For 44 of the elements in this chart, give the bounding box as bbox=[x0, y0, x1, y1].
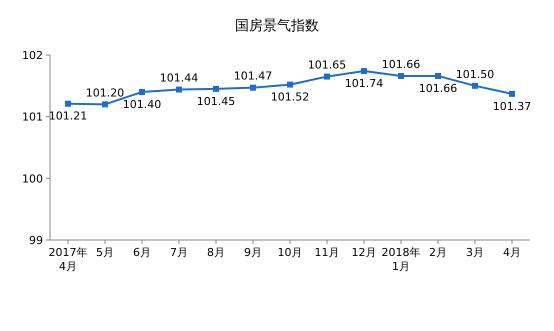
data-label: 101.20 bbox=[86, 86, 124, 100]
x-tick-label: 11月 bbox=[314, 246, 340, 259]
data-label: 101.52 bbox=[270, 90, 310, 104]
x-tick-label: 7月 bbox=[170, 246, 188, 259]
point bbox=[324, 74, 330, 80]
x-tick-label: 2018年 1月 bbox=[382, 246, 420, 273]
data-label: 101.44 bbox=[160, 72, 198, 85]
y-tick-label: 101 bbox=[22, 110, 43, 124]
y-tick-label: 99 bbox=[29, 234, 43, 247]
y-tick-label: 102 bbox=[22, 49, 43, 62]
x-tick-label: 4月 bbox=[503, 246, 521, 259]
point bbox=[213, 86, 219, 92]
point bbox=[472, 82, 478, 89]
data-label: 101.50 bbox=[456, 68, 494, 81]
point bbox=[435, 72, 441, 79]
x-tick-label: 10月 bbox=[278, 246, 302, 259]
x-tick-label: 2017年 4月 bbox=[48, 246, 88, 273]
y-tick-label: 100 bbox=[22, 172, 43, 186]
data-label: 101.66 bbox=[382, 58, 420, 71]
data-label: 101.37 bbox=[492, 100, 532, 113]
x-tick-label: 3月 bbox=[466, 246, 484, 259]
point bbox=[287, 82, 293, 88]
data-label: 101.40 bbox=[122, 98, 162, 111]
point bbox=[65, 100, 71, 107]
x-tick-label: 9月 bbox=[244, 246, 262, 259]
data-label: 101.21 bbox=[48, 110, 88, 123]
data-label: 101.66 bbox=[418, 82, 458, 95]
data-label: 101.74 bbox=[344, 77, 384, 90]
point bbox=[102, 101, 108, 108]
data-label: 101.47 bbox=[234, 70, 272, 83]
x-tick-label: 5月 bbox=[96, 246, 114, 259]
point bbox=[250, 84, 256, 91]
x-tick-label: 2月 bbox=[429, 246, 447, 259]
x-tick-label: 6月 bbox=[133, 246, 151, 259]
x-tick-label: 8月 bbox=[207, 246, 225, 259]
point bbox=[509, 90, 515, 97]
data-label: 101.45 bbox=[196, 94, 236, 108]
chart-title: 国房景气指数 bbox=[235, 18, 319, 34]
x-tick-label: 12月 bbox=[352, 246, 376, 259]
point bbox=[398, 72, 404, 79]
data-label: 101.65 bbox=[308, 58, 346, 72]
point bbox=[139, 89, 145, 95]
point bbox=[361, 68, 367, 74]
point bbox=[176, 86, 182, 93]
